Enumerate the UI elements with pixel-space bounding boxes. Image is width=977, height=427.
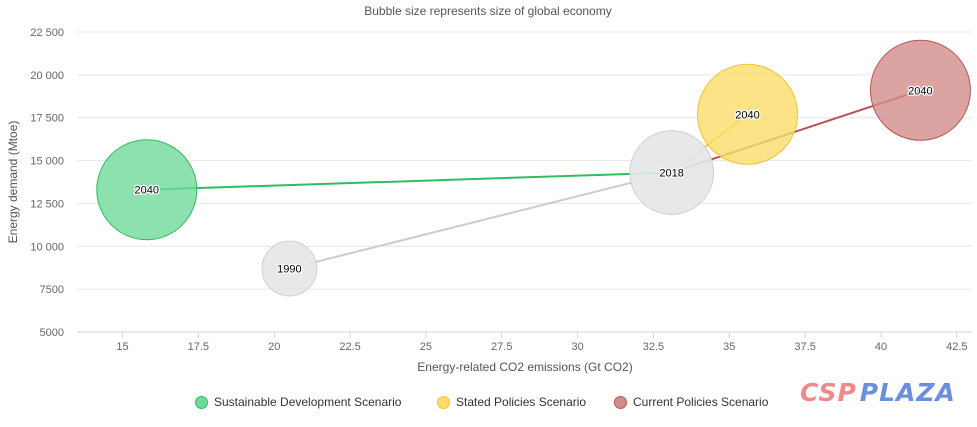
x-tick-label: 22.5 — [339, 341, 360, 353]
legend-label: Sustainable Development Scenario — [214, 395, 402, 409]
y-tick-label: 10 000 — [30, 241, 64, 253]
y-tick-label: 15 000 — [30, 156, 64, 168]
x-tick-label: 30 — [571, 341, 583, 353]
bubble-label-1990: 1990 — [277, 264, 301, 276]
bubble-label-current-policies-2040: 2040 — [908, 85, 932, 97]
x-tick-label: 20 — [268, 341, 280, 353]
y-tick-label: 22 500 — [30, 27, 64, 39]
x-axis-title: Energy-related CO2 emissions (Gt CO2) — [417, 360, 632, 374]
y-tick-label: 12 500 — [30, 198, 64, 210]
legend-swatch-sustainable-development — [195, 395, 208, 409]
bubble-stated-policies-2040 — [696, 63, 798, 165]
x-tick-label: 37.5 — [794, 341, 815, 353]
bubble-1990 — [261, 240, 318, 297]
legend-item-current-policies[interactable]: Current Policies Scenario — [614, 392, 768, 412]
x-tick-label: 27.5 — [491, 341, 512, 353]
axes: 5000 7500 10 000 12 500 15 000 17 500 20 000 22… — [30, 27, 972, 353]
x-tick-label: 35 — [723, 341, 735, 353]
y-tick-label: 20 000 — [30, 70, 64, 82]
bubble-labels: 1990 2018 2040 2040 2040 — [133, 84, 934, 277]
bubble-label-sustainable-development-2040: 2040 — [135, 185, 159, 197]
x-tick-label: 15 — [116, 341, 128, 353]
legend-label: Current Policies Scenario — [633, 395, 769, 409]
bubble-current-policies-2040 — [869, 39, 971, 141]
x-tick-label: 17.5 — [188, 341, 209, 353]
x-tick-label: 25 — [420, 341, 432, 353]
legend-swatch-stated-policies — [437, 395, 450, 409]
bubbles — [96, 39, 971, 297]
sustainable-development-line — [146, 171, 672, 191]
y-tick-label: 17 500 — [30, 113, 64, 125]
y-tick-label: 7500 — [40, 284, 64, 296]
legend-item-stated-policies[interactable]: Stated Policies Scenario — [437, 392, 586, 412]
bubble-label-2018: 2018 — [659, 168, 683, 180]
watermark-part-2: PLAZA — [859, 377, 956, 407]
chart-legend: Sustainable Development Scenario Stated … — [0, 392, 977, 412]
y-tick-label: 5000 — [40, 327, 64, 339]
bubble-sustainable-development-2040 — [96, 139, 198, 241]
x-tick-label: 40 — [875, 341, 887, 353]
bubble-label-stated-policies-2040: 2040 — [735, 109, 759, 121]
historical-line — [289, 171, 672, 270]
gridlines — [77, 31, 972, 333]
x-tick-label: 32.5 — [643, 341, 664, 353]
legend-swatch-current-policies — [614, 395, 627, 409]
chart-title: Bubble size represents size of global ec… — [364, 4, 611, 18]
x-tick-label: 42.5 — [946, 341, 967, 353]
watermark-part-1: CSP — [800, 377, 857, 407]
legend-item-sustainable-development[interactable]: Sustainable Development Scenario — [195, 392, 401, 412]
bubble-2018 — [629, 130, 714, 215]
y-axis-title: Energy demand (Mtoe) — [6, 121, 20, 244]
legend-label: Stated Policies Scenario — [456, 395, 587, 409]
series-lines — [146, 89, 921, 270]
watermark-logo: CSP PLAZA — [800, 375, 956, 409]
